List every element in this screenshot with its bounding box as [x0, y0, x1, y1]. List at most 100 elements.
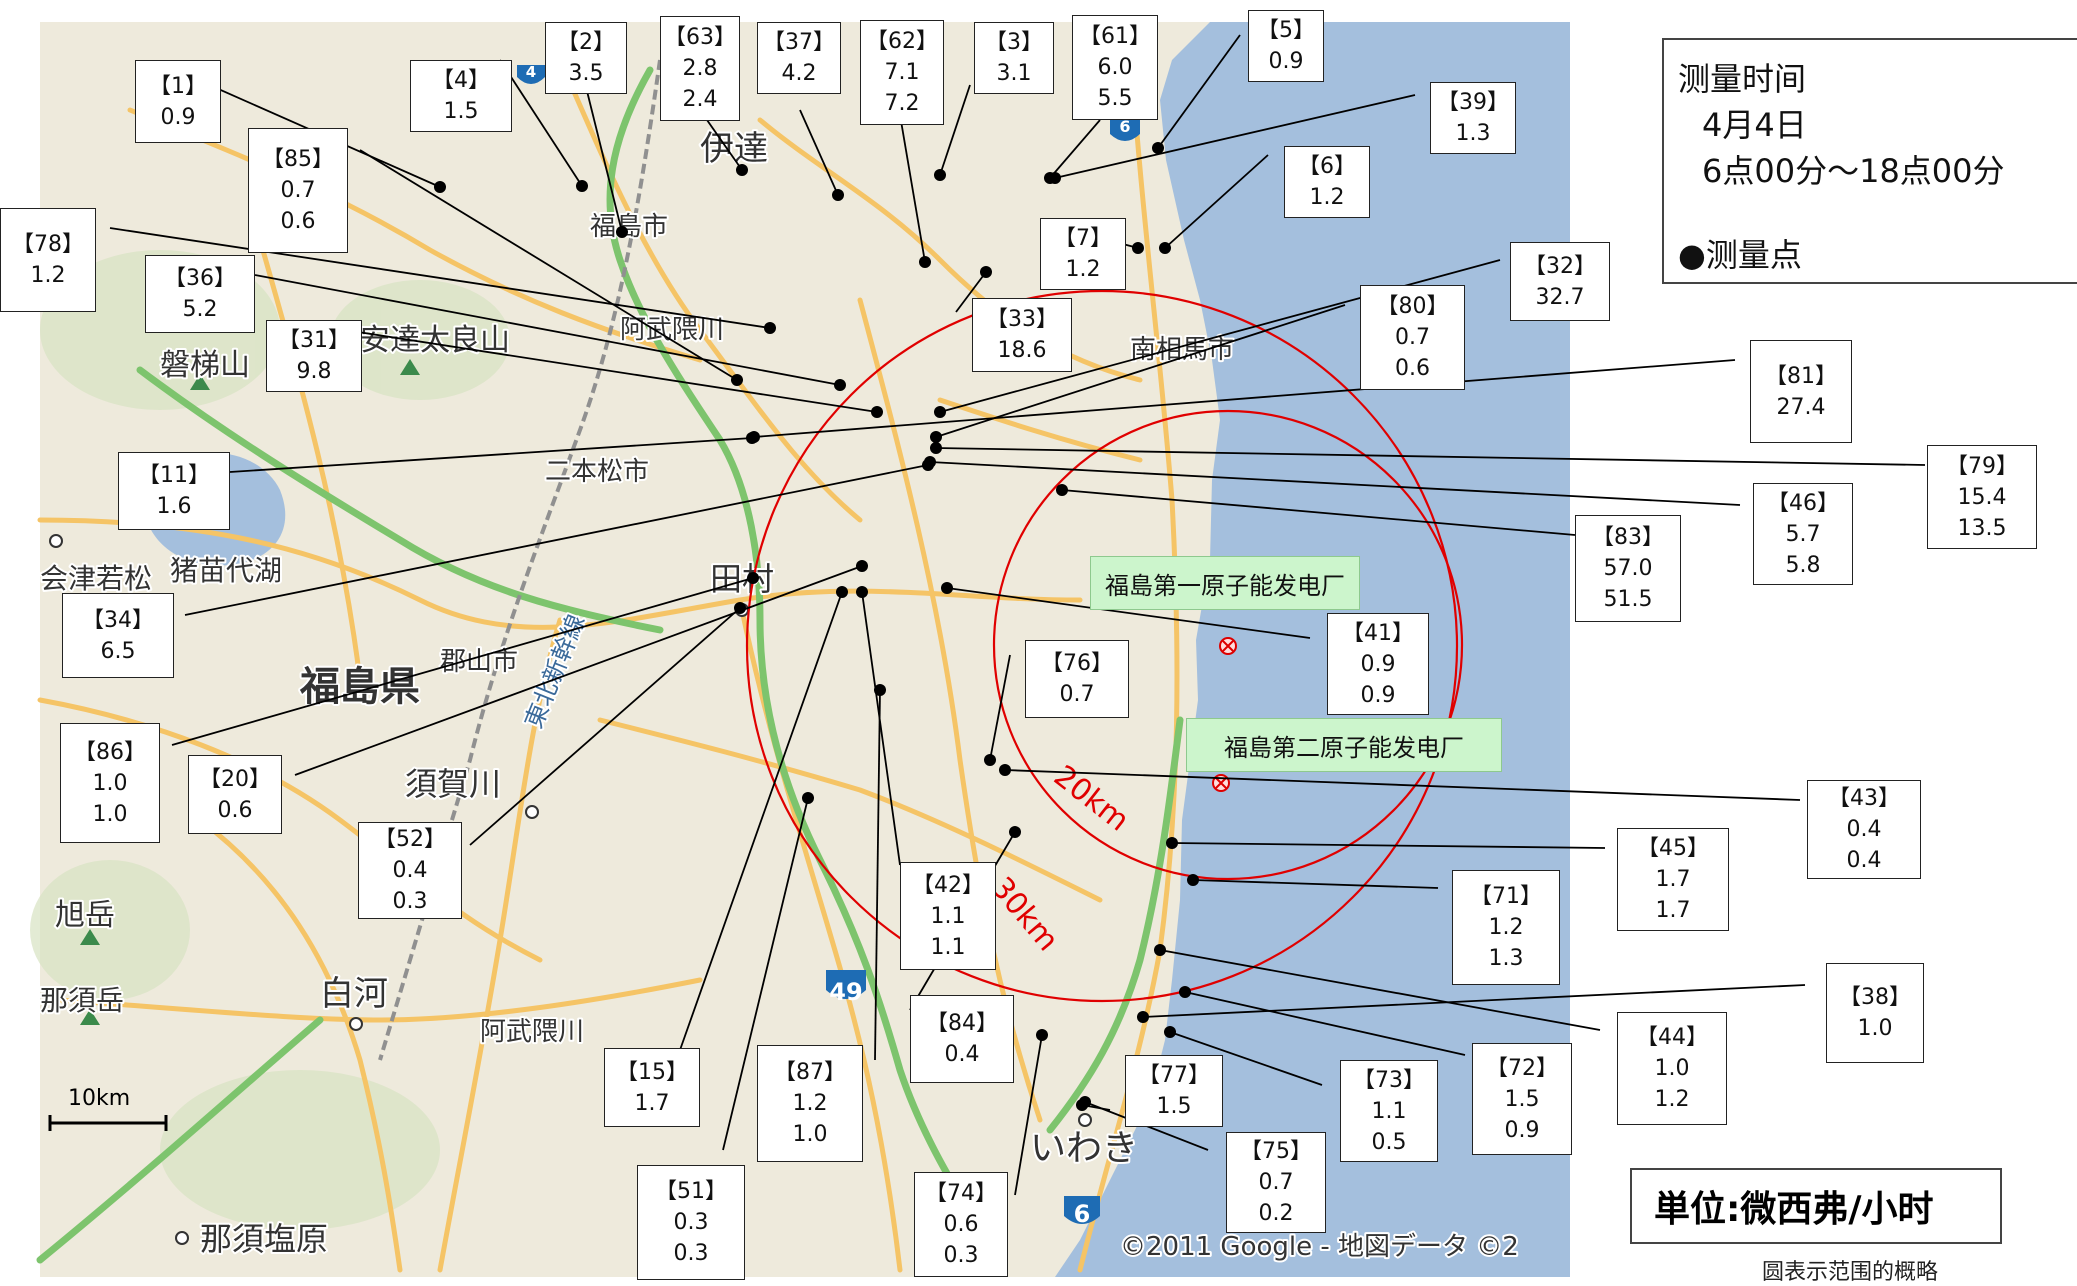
measurement-point-4 — [576, 180, 588, 192]
measurement-point-6 — [1159, 242, 1171, 254]
point-label-51: 【51】 0.3 0.3 — [637, 1165, 745, 1280]
point-id: 【84】 — [926, 1011, 998, 1036]
svg-text:6: 6 — [1074, 1200, 1091, 1228]
point-label-11: 【11】 1.6 — [118, 452, 230, 530]
point-id: 【81】 — [1765, 363, 1837, 389]
point-label-62: 【62】 7.1 7.2 — [860, 20, 944, 125]
point-label-85: 【85】 0.7 0.6 — [248, 128, 348, 253]
point-id: 【41】 — [1342, 620, 1414, 646]
point-id: 【4】 — [432, 68, 490, 93]
point-label-42: 【42】 1.1 1.1 — [900, 862, 996, 970]
point-value: 1.0 — [92, 770, 128, 796]
measurement-point-72 — [1179, 986, 1191, 998]
point-value: 27.4 — [1776, 394, 1826, 420]
point-value: 4.2 — [781, 61, 817, 86]
point-label-74: 【74】 0.6 0.3 — [914, 1172, 1008, 1277]
point-label-34: 【34】 6.5 — [62, 593, 174, 678]
point-value: 2.4 — [682, 87, 718, 112]
point-label-77: 【77】 1.5 — [1125, 1055, 1223, 1127]
point-label-86: 【86】 1.0 1.0 — [60, 723, 160, 843]
point-id: 【61】 — [1079, 24, 1151, 49]
expressway-network — [36, 66, 1184, 1264]
leader-line-46 — [929, 461, 1741, 506]
point-value: 1.3 — [1488, 946, 1524, 971]
point-value: 7.1 — [884, 60, 920, 85]
point-value: 0.4 — [944, 1042, 980, 1067]
measurement-point-1 — [434, 181, 446, 193]
point-label-46: 【46】 5.7 5.8 — [1753, 483, 1853, 585]
place-fukushima-city: 福島市 — [590, 212, 668, 242]
leader-line-87 — [874, 689, 881, 1061]
point-value: 0.2 — [1258, 1201, 1294, 1226]
circle-note: 圆表示范围的概略 — [1762, 1260, 1939, 1285]
measurement-point-87 — [874, 684, 886, 696]
point-id: 【83】 — [1592, 525, 1664, 550]
point-value: 15.4 — [1957, 484, 2007, 510]
place-fukushima-pref: 福島県 — [299, 664, 420, 710]
legend-title: 测量时间 — [1678, 60, 1807, 98]
point-value: 1.2 — [1065, 257, 1101, 282]
leader-line-86 — [171, 577, 754, 746]
measurement-point-43 — [999, 764, 1011, 776]
point-label-52: 【52】 0.4 0.3 — [358, 822, 462, 919]
point-label-81: 【81】 27.4 — [1750, 340, 1852, 443]
place-abukuma-river-s: 阿武隈川 — [480, 1017, 584, 1047]
measurement-point-38 — [1137, 1011, 1149, 1023]
measurement-point-85 — [731, 374, 743, 386]
point-value: 3.1 — [996, 61, 1032, 86]
measurement-point-63 — [736, 164, 748, 176]
unit-label: 単位:微西弗/小时 — [1654, 1189, 1934, 1230]
point-label-37: 【37】 4.2 — [757, 22, 841, 94]
point-id: 【6】 — [1298, 154, 1356, 179]
leader-line-44 — [1159, 949, 1601, 1031]
point-id: 【76】 — [1041, 651, 1113, 676]
measurement-point-34 — [922, 459, 934, 471]
point-label-32: 【32】 32.7 — [1510, 242, 1610, 321]
point-value: 6.0 — [1097, 55, 1133, 80]
point-value: 1.6 — [156, 494, 192, 519]
measurement-point-51 — [802, 792, 814, 804]
measurement-point-7 — [1132, 242, 1144, 254]
place-tamura: 田村 — [710, 560, 774, 598]
point-value: 0.4 — [1846, 848, 1882, 873]
svg-text:6: 6 — [1119, 117, 1130, 136]
point-id: 【15】 — [616, 1059, 688, 1085]
point-value: 51.5 — [1603, 587, 1653, 612]
point-id: 【86】 — [74, 739, 146, 765]
place-nasudake: 那須岳 — [40, 984, 124, 1017]
point-id: 【44】 — [1636, 1025, 1708, 1050]
point-value: 1.2 — [30, 263, 66, 288]
leader-line-43 — [1004, 769, 1801, 801]
measurement-point-86 — [747, 572, 759, 584]
point-id: 【75】 — [1240, 1139, 1312, 1164]
place-sukagawa: 須賀川 — [405, 765, 501, 803]
measurement-point-84 — [1009, 826, 1021, 838]
point-label-87: 【87】 1.2 1.0 — [757, 1045, 863, 1162]
leader-line-85 — [359, 149, 738, 381]
point-label-36: 【36】 5.2 — [145, 255, 255, 333]
place-nasushiobara: 那須塩原 — [200, 1220, 328, 1258]
svg-text:4: 4 — [526, 63, 536, 81]
point-id: 【71】 — [1470, 884, 1542, 909]
point-label-6: 【6】 1.2 — [1284, 146, 1370, 218]
legend-box: 测量时间 4月4日 6点00分～18点00分 ●测量点 — [1662, 38, 2077, 284]
point-value: 0.4 — [392, 858, 428, 883]
leader-line-6 — [1164, 154, 1269, 249]
point-label-31: 【31】 9.8 — [266, 320, 362, 392]
point-label-71: 【71】 1.2 1.3 — [1452, 870, 1560, 985]
leader-line-51 — [722, 797, 809, 1151]
point-label-4: 【4】 1.5 — [410, 60, 512, 132]
point-id: 【62】 — [866, 29, 938, 54]
point-value: 3.5 — [568, 61, 604, 86]
point-label-61: 【61】 6.0 5.5 — [1072, 15, 1158, 120]
point-id: 【51】 — [655, 1179, 727, 1204]
point-id: 【20】 — [199, 766, 271, 792]
mountain-markers — [80, 359, 420, 1025]
point-id: 【87】 — [774, 1060, 846, 1085]
point-label-38: 【38】 1.0 — [1826, 963, 1924, 1063]
point-value: 6.5 — [100, 638, 136, 664]
point-value: 0.6 — [280, 209, 316, 234]
leader-line-45 — [1171, 842, 1606, 849]
point-id: 【74】 — [925, 1181, 997, 1206]
point-id: 【80】 — [1376, 294, 1449, 319]
